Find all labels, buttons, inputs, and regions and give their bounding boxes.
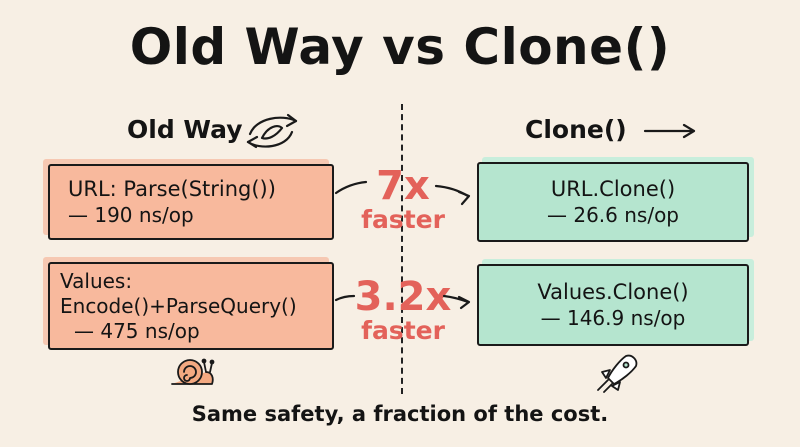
cycle-arrows-icon bbox=[246, 113, 298, 149]
speedup-url-value: 7x bbox=[376, 163, 430, 209]
old-values-timing: — 475 ns/op bbox=[74, 318, 200, 343]
speedup-values-value: 3.2x bbox=[354, 274, 452, 320]
old-values-method: Encode()+ParseQuery() bbox=[60, 293, 297, 318]
flow-arrow-values-out bbox=[442, 294, 471, 310]
old-url-method: URL: Parse(String()) bbox=[68, 177, 276, 202]
right-arrow-icon bbox=[643, 123, 696, 139]
new-values-method: Values.Clone() bbox=[537, 280, 689, 305]
footer-caption: Same safety, a fraction of the cost. bbox=[191, 402, 609, 426]
old-values-label: Values: bbox=[60, 268, 133, 293]
rocket-icon bbox=[597, 354, 638, 393]
new-url-method: URL.Clone() bbox=[550, 177, 676, 202]
speedup-url-label: faster bbox=[361, 205, 445, 234]
new-url-timing: — 26.6 ns/op bbox=[546, 202, 679, 227]
old-values-box: Values: Encode()+ParseQuery() — 475 ns/o… bbox=[48, 262, 334, 350]
flow-arrow-url-out bbox=[434, 184, 471, 206]
old-url-box: URL: Parse(String()) — 190 ns/op bbox=[48, 164, 334, 240]
new-values-timing: — 146.9 ns/op bbox=[540, 305, 686, 330]
new-values-box: Values.Clone() — 146.9 ns/op bbox=[477, 264, 749, 346]
page-title: Old Way vs Clone() bbox=[129, 18, 671, 76]
flow-arrow-values-in bbox=[334, 294, 356, 302]
speedup-values-label: faster bbox=[361, 316, 445, 345]
new-url-box: URL.Clone() — 26.6 ns/op bbox=[477, 162, 749, 242]
flow-arrow-url-in bbox=[334, 180, 368, 195]
old-url-timing: — 190 ns/op bbox=[68, 202, 194, 227]
snail-icon bbox=[171, 358, 215, 385]
old-way-heading: Old Way bbox=[127, 115, 243, 144]
speedup-values: 3.2x faster bbox=[343, 277, 463, 345]
clone-heading: Clone() bbox=[525, 115, 627, 144]
dashed-divider bbox=[401, 104, 403, 394]
speedup-url: 7x faster bbox=[343, 166, 463, 234]
